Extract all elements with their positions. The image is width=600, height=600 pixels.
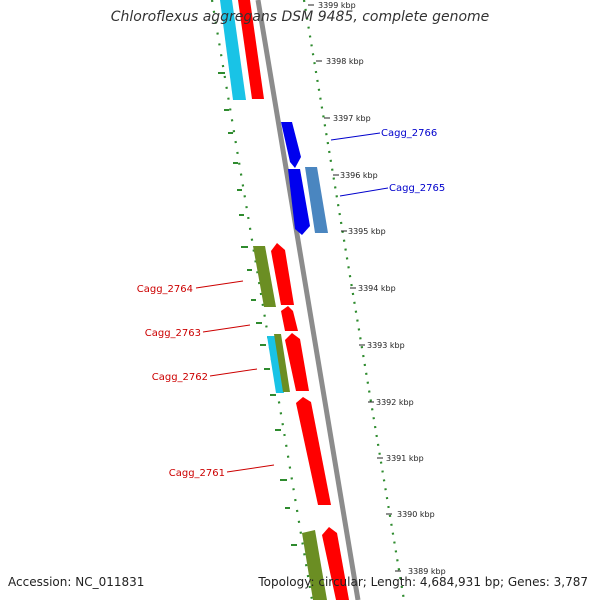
gene-steelblue[interactable] — [305, 167, 328, 233]
gene-cagg-2762[interactable] — [285, 333, 309, 391]
ruler-ticks — [308, 4, 401, 572]
gene-label-cagg-2766[interactable]: Cagg_2766 — [381, 128, 437, 139]
tick-label-3398: 3398 kbp — [326, 57, 364, 66]
tick-label-3396: 3396 kbp — [340, 171, 378, 180]
tick-label-3394: 3394 kbp — [358, 284, 396, 293]
gene-label-cagg-2763[interactable]: Cagg_2763 — [145, 328, 201, 339]
tick-label-3399: 3399 kbp — [318, 1, 356, 10]
gene-cagg-2762-olive[interactable] — [274, 334, 290, 392]
gc-ring-outer — [302, 0, 406, 600]
gene-red-bottom[interactable] — [322, 527, 349, 600]
gene-cagg-2764-olive[interactable] — [253, 246, 276, 307]
tick-label-3397: 3397 kbp — [333, 114, 371, 123]
gene-cagg-2763[interactable] — [281, 306, 298, 331]
gene-label-cagg-2765[interactable]: Cagg_2765 — [389, 183, 445, 194]
label-leaders — [195, 132, 389, 473]
gene-cagg-2765[interactable] — [288, 169, 310, 235]
tick-label-3390: 3390 kbp — [397, 510, 435, 519]
ruler-labels: 3399 kbp 3398 kbp 3397 kbp 3396 kbp 3395… — [318, 1, 446, 576]
gene-labels: Cagg_2766 Cagg_2765 Cagg_2764 Cagg_2763 … — [137, 128, 446, 479]
gc-ring-inner — [210, 0, 314, 600]
gc-skew-marks — [218, 72, 297, 546]
tick-label-3392: 3392 kbp — [376, 398, 414, 407]
genome-summary-text: Topology: circular; Length: 4,684,931 bp… — [258, 575, 588, 589]
backbone — [255, 0, 361, 600]
gene-cagg-2762-cyan[interactable] — [267, 336, 284, 393]
accession-text: Accession: NC_011831 — [8, 575, 145, 589]
genome-title: Chloroflexus aggregans DSM 9485, complet… — [110, 9, 490, 25]
gene-cagg-2764[interactable] — [271, 243, 294, 305]
tick-label-3393: 3393 kbp — [367, 341, 405, 350]
gene-cagg-2761[interactable] — [296, 397, 331, 505]
gene-cyan-top[interactable] — [220, 0, 246, 100]
gene-label-cagg-2764[interactable]: Cagg_2764 — [137, 284, 193, 295]
gene-olive-bottom[interactable] — [302, 530, 327, 600]
gene-label-cagg-2761[interactable]: Cagg_2761 — [169, 468, 225, 479]
tick-label-3395: 3395 kbp — [348, 227, 386, 236]
tick-label-3389: 3389 kbp — [408, 567, 446, 576]
gene-cagg-2766[interactable] — [281, 122, 301, 168]
gene-label-cagg-2762[interactable]: Cagg_2762 — [152, 372, 208, 383]
gene-red-top[interactable] — [238, 0, 264, 99]
tick-label-3391: 3391 kbp — [386, 454, 424, 463]
